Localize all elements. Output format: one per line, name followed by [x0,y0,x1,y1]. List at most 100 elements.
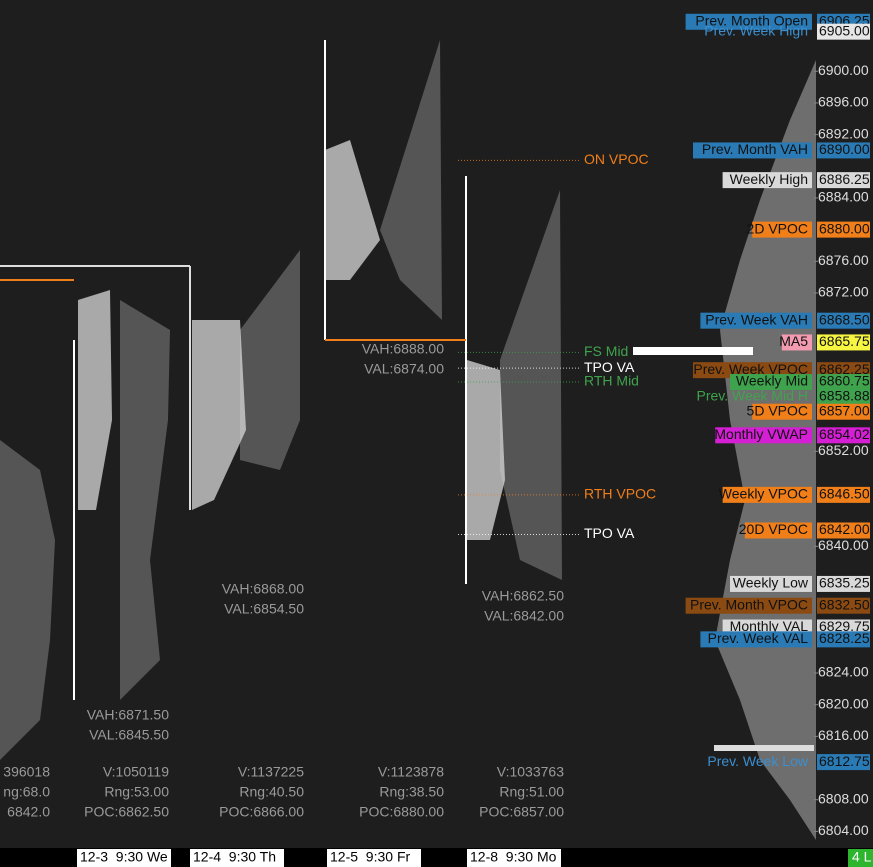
level-value-box [817,522,870,539]
session-poc: POC:6857.00 [479,804,564,820]
date-label: 12-4 9:30 Th [193,849,276,865]
session-vah: VAH:6868.00 [222,581,304,597]
level-value-box [817,334,870,351]
level-name: Monthly VAL [730,618,809,634]
level-name-box [685,597,812,614]
level-value-box [817,23,870,40]
level-name-box [700,631,812,648]
annotation: FS Mid [584,343,628,359]
session-range: Rng:38.50 [379,784,444,800]
level-name-box [781,334,812,351]
level-name: 20D VPOC [739,521,808,537]
level-value: 6832.50 [819,596,870,612]
corner-box [848,849,873,867]
level-value: 6812.75 [819,753,870,769]
level-name: Prev. Week VPOC [693,361,808,377]
y-tick-label: 6852.00 [818,442,869,458]
level-value: 6846.50 [819,486,870,502]
level-name-box [744,522,812,539]
level-value: 6886.25 [819,171,870,187]
level-name: MA5 [779,333,808,349]
level-value-box [817,403,870,420]
y-tick-label: 6804.00 [818,822,869,838]
corner-label: 4 L [852,849,872,865]
session-volume: V:1123878 [378,764,444,780]
level-name: Prev. Week High [704,22,808,38]
level-name-box [730,374,812,391]
annotation: RTH VPOC [584,486,656,502]
level-name: Prev. Week VAL [708,630,809,646]
level-name: Prev. Week Mid H [696,388,808,404]
level-name: 2D VPOC [747,220,808,236]
date-label: 12-3 9:30 We [80,849,168,865]
level-name: Prev. Week VAH [705,311,808,327]
session-range: Rng:51.00 [499,784,564,800]
level-name: Weekly Low [733,575,809,591]
date-label: 12-5 9:30 Fr [330,849,410,865]
session-volume: V:1033763 [497,764,564,780]
level-value: 6858.88 [819,388,870,404]
session-poc: POC:6862.50 [84,804,169,820]
level-name-box [722,172,812,189]
level-value-box [817,374,870,391]
partial-stat: 6842.0 [7,804,50,820]
y-tick-label: 6900.00 [818,62,869,78]
session-range: Rng:40.50 [239,784,304,800]
session-val: VAL:6854.50 [224,601,304,617]
date-label: 12-8 9:30 Mo [470,849,557,865]
date-box [467,849,561,867]
level-value: 6862.25 [819,361,870,377]
session-volume: V:1137225 [238,764,304,780]
level-name-box [700,312,812,329]
level-name: Monthly VWAP [714,426,808,442]
level-value-box [817,172,870,189]
y-tick-label: 6816.00 [818,727,869,743]
level-name: Prev. Week Low [707,753,809,769]
level-value-box [817,631,870,648]
y-tick-label: 6896.00 [818,94,869,110]
y-tick-label: 6820.00 [818,695,869,711]
level-value-box [817,388,870,405]
level-name-box [752,403,812,420]
level-name-box [715,427,812,444]
level-value-box [817,221,870,238]
session-vah: VAH:6871.50 [87,707,169,723]
level-value-box [817,597,870,614]
y-tick-label: 6808.00 [818,790,869,806]
date-box [77,849,171,867]
level-name: 5D VPOC [747,402,808,418]
level-value-box [817,486,870,503]
level-name: Prev. Month Open [695,12,808,28]
level-name-box [685,13,812,30]
level-value: 6857.00 [819,402,870,418]
session-vah: VAH:6888.00 [362,341,444,357]
level-value: 6860.75 [819,373,870,389]
level-name-box [730,575,812,592]
level-value: 6829.75 [819,618,870,634]
annotation: RTH Mid [584,373,639,389]
level-name: Prev. Month VAH [702,141,808,157]
y-tick-label: 6872.00 [818,284,869,300]
session-volume: V:1050119 [103,764,169,780]
level-value-box [817,312,870,329]
level-value-box [817,427,870,444]
session-val: VAL:6874.00 [364,361,444,377]
level-value: 6842.00 [819,521,870,537]
session-vah: VAH:6862.50 [482,588,564,604]
level-name-box [693,142,812,159]
level-value-box [817,142,870,159]
level-name-box [752,221,812,238]
level-value-box [817,754,870,771]
level-value: 6835.25 [819,575,870,591]
partial-stat: ng:68.0 [3,784,50,800]
level-name: Weekly VPOC [719,486,808,502]
level-value-box [817,575,870,592]
level-value: 6828.25 [819,630,870,646]
date-box [190,849,284,867]
session-poc: POC:6880.00 [359,804,444,820]
level-name: Weekly High [730,171,808,187]
date-box [327,849,421,867]
level-value: 6890.00 [819,141,870,157]
session-poc: POC:6866.00 [219,804,304,820]
